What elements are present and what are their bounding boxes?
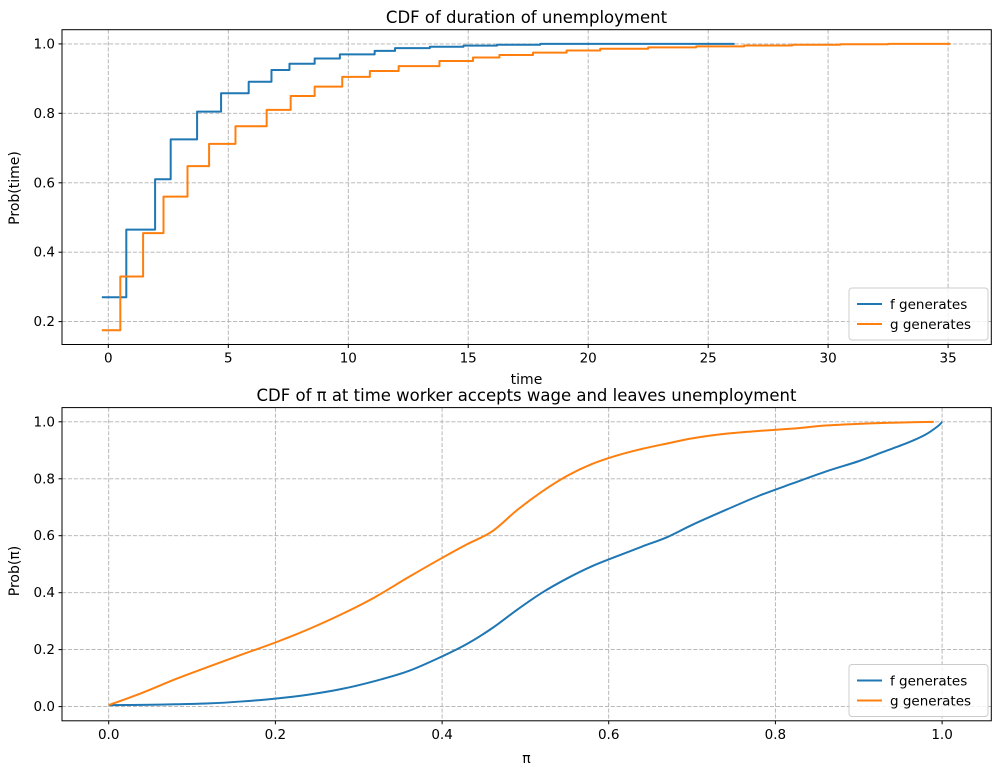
y-tick-label: 0.4 [34,585,55,601]
series-line-f-generates [108,421,943,707]
series-line-g-generates [101,42,951,332]
top-chart-ylabel: Prob(time) [7,151,23,225]
legend-label: f generates [890,297,967,313]
bottom-chart-ylabel: Prob(π) [7,545,23,597]
y-tick-label: 1.0 [34,36,55,52]
y-tick-label: 0.4 [34,245,55,261]
y-tick-label: 0.2 [34,642,55,658]
legend-box [848,664,989,717]
y-tick-label: 0.0 [34,699,55,715]
series-line-f-generates [101,42,735,299]
y-tick-label: 0.6 [34,175,55,191]
x-tick-label: 15 [460,351,477,367]
x-tick-label: 0.4 [431,727,452,743]
top-chart: 0 5 10 15 20 25 30 35 0.2 0.4 0.6 0.8 1.0 f generates… [34,29,992,367]
legend-box [848,287,989,341]
x-tick-label: 10 [340,351,357,367]
x-tick-label: 0.2 [265,727,286,743]
y-tick-label: 0.6 [34,528,55,544]
legend-label: f generates [890,673,967,689]
x-tick-label: 5 [224,351,233,367]
y-tick-label: 0.8 [34,471,55,487]
series-line-g-generates [108,420,934,707]
x-tick-label: 0.8 [765,727,786,743]
x-tick-label: 0.6 [598,727,619,743]
bottom-chart-xlabel: π [522,751,531,767]
x-tick-label: 0.0 [98,727,119,743]
y-tick-label: 1.0 [34,414,55,430]
x-tick-label: 25 [700,351,717,367]
x-tick-label: 35 [940,351,957,367]
axes-frame [61,407,992,722]
axes-frame [61,29,992,345]
y-tick-label: 0.8 [34,106,55,122]
top-chart-xlabel: time [510,372,543,388]
bottom-chart: 0.0 0.2 0.4 0.6 0.8 1.0 0.0 0.2 0.4 0.6 0.8 1.0 f ge… [34,407,992,743]
x-tick-label: 0 [104,351,113,367]
legend-label: g generates [890,693,971,709]
top-chart-title: CDF of duration of unemployment [385,8,668,27]
x-tick-label: 1.0 [931,727,952,743]
bottom-chart-title: CDF of π at time worker accepts wage and… [256,386,797,405]
x-tick-label: 30 [820,351,837,367]
x-tick-label: 20 [580,351,597,367]
y-tick-label: 0.2 [34,314,55,330]
legend-label: g generates [890,317,971,333]
